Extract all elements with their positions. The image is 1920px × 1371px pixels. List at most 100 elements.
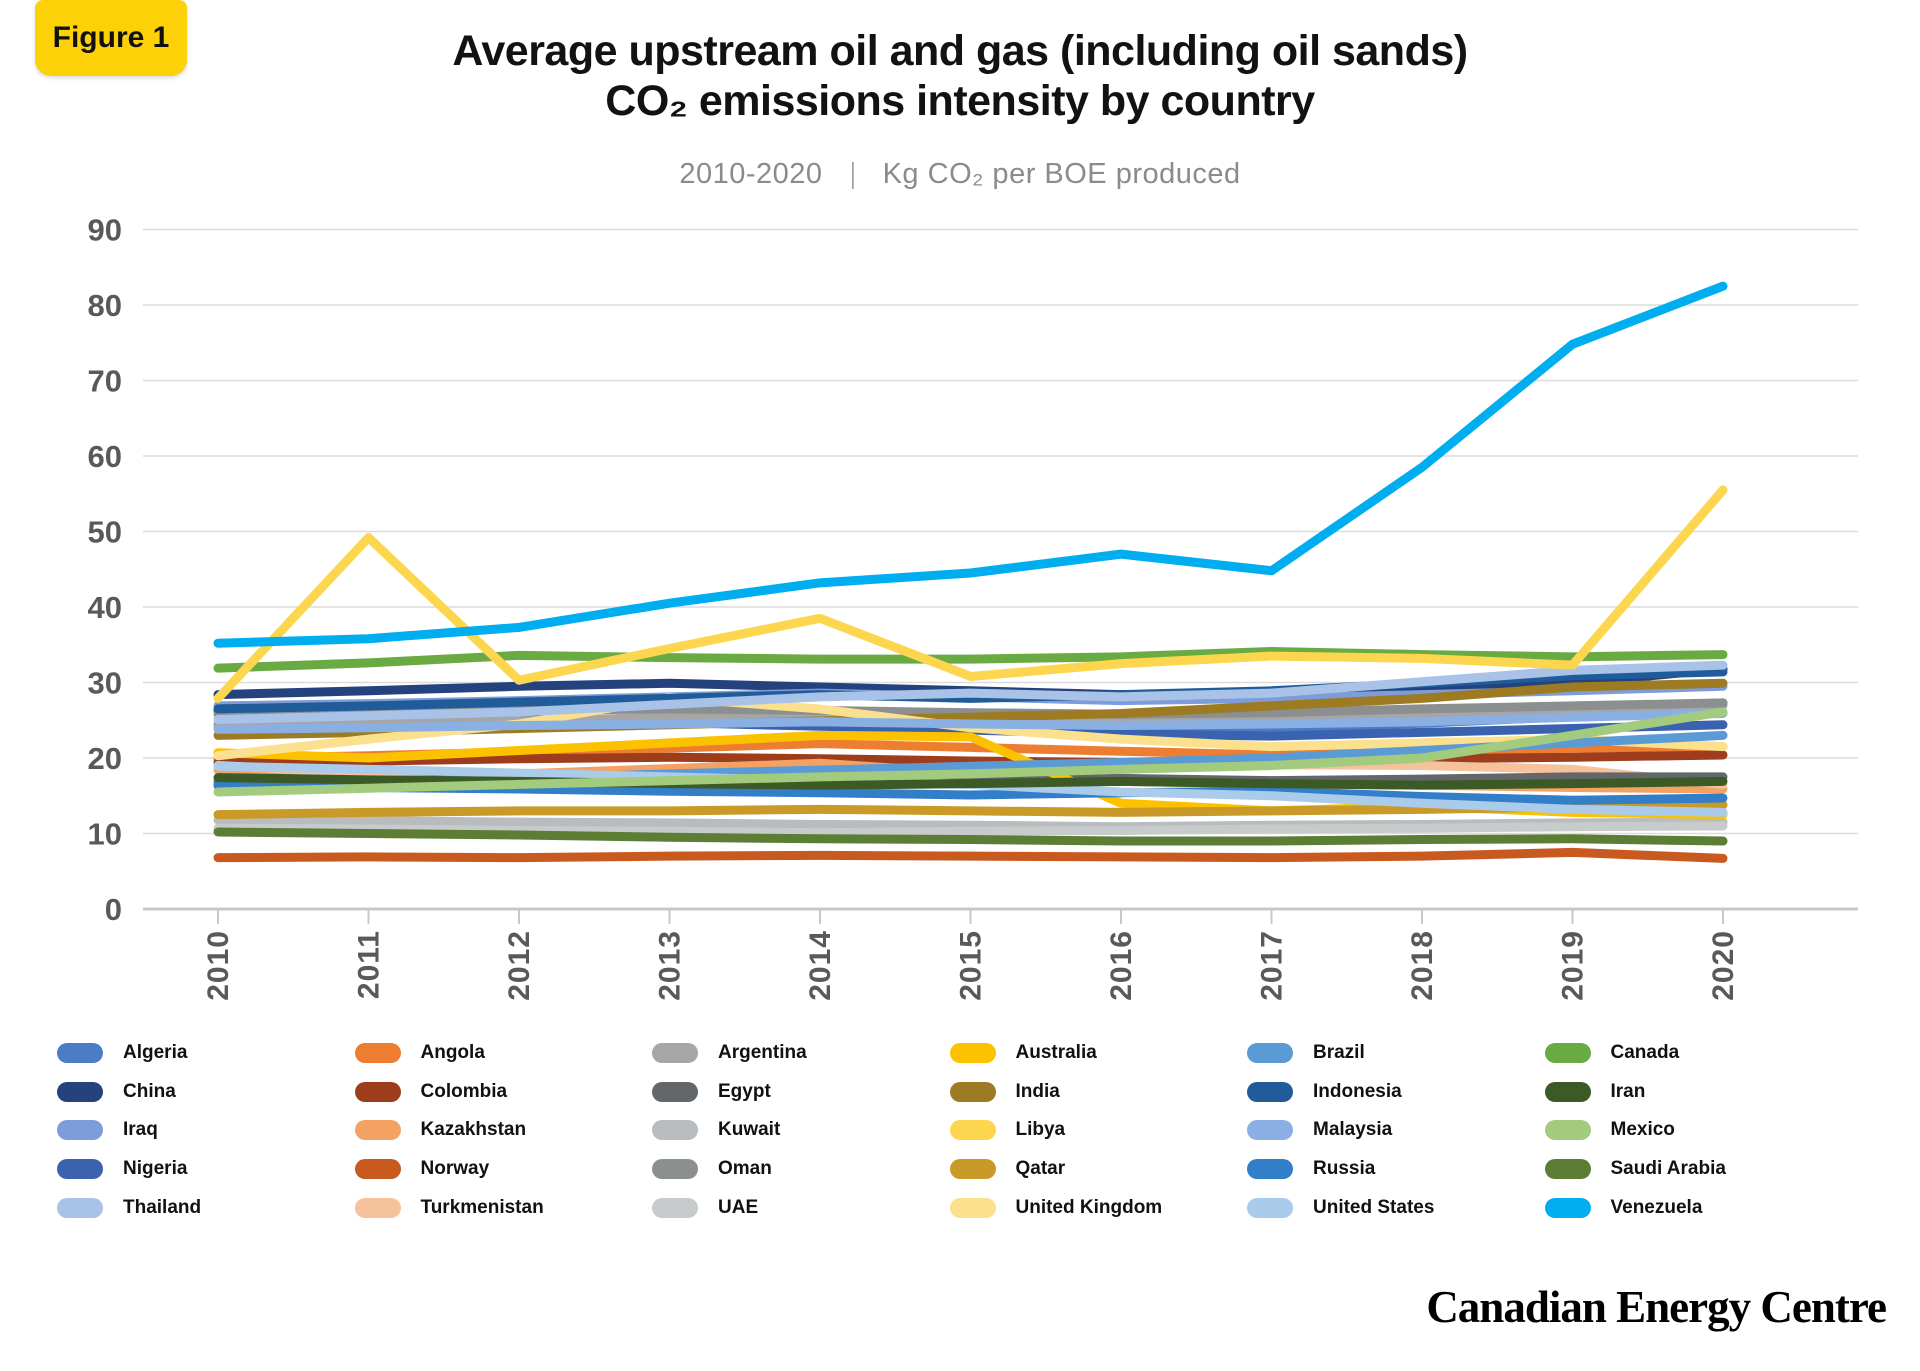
legend-swatch bbox=[57, 1120, 103, 1141]
legend-item: Iraq bbox=[57, 1119, 355, 1141]
legend-swatch bbox=[1247, 1197, 1293, 1218]
series-line-norway bbox=[213, 847, 1728, 863]
series-line-libya bbox=[213, 485, 1728, 703]
legend-item: Colombia bbox=[354, 1080, 653, 1103]
chart-header: Average upstream oil and gas (including … bbox=[0, 26, 1920, 126]
legend-item: Thailand bbox=[57, 1197, 355, 1219]
legend-item: Brazil bbox=[1247, 1042, 1545, 1064]
figure-badge: Figure 1 bbox=[35, 0, 187, 76]
series-line-thailand bbox=[213, 660, 1728, 724]
legend-label: United States bbox=[1313, 1196, 1435, 1218]
legend-swatch bbox=[57, 1081, 103, 1102]
series-line-mexico bbox=[213, 707, 1728, 797]
legend-label: Iran bbox=[1610, 1080, 1646, 1102]
legend-swatch bbox=[1544, 1043, 1591, 1064]
legend-item: Kuwait bbox=[652, 1119, 950, 1141]
chart-subtitle: 2010-2020 | Kg CO₂ per BOE produced bbox=[0, 158, 1920, 191]
y-axis-tick-label: 30 bbox=[88, 666, 122, 701]
legend-label: Kazakhstan bbox=[420, 1119, 527, 1141]
legend-swatch bbox=[354, 1043, 401, 1064]
series-line-colombia bbox=[213, 750, 1728, 768]
series-line-saudi-arabia bbox=[213, 827, 1728, 846]
legend-label: Iraq bbox=[123, 1119, 158, 1141]
legend-label: Argentina bbox=[718, 1042, 807, 1064]
legend-item: United States bbox=[1247, 1197, 1545, 1219]
legend-label: Oman bbox=[718, 1158, 772, 1180]
legend-swatch bbox=[57, 1159, 103, 1180]
legend-label: Malaysia bbox=[1313, 1119, 1393, 1141]
line-chart-plot-area: 0 10 20 30 40 50 60 70 80 90 2010 2011 2012 2013 2014 2… bbox=[88, 213, 1858, 1001]
legend-swatch bbox=[1544, 1197, 1591, 1218]
legend-swatch bbox=[949, 1159, 996, 1180]
legend-swatch bbox=[1544, 1120, 1591, 1141]
legend-item: United Kingdom bbox=[949, 1197, 1248, 1219]
chart-title-line1: Average upstream oil and gas (including … bbox=[452, 27, 1468, 75]
x-axis-tick-label: 2018 bbox=[1406, 930, 1439, 1001]
legend-item: Nigeria bbox=[57, 1158, 355, 1180]
legend-swatch bbox=[1247, 1159, 1293, 1180]
legend-swatch bbox=[1247, 1043, 1293, 1064]
x-axis-tick-label: 2020 bbox=[1707, 930, 1740, 1001]
legend-swatch bbox=[354, 1081, 401, 1102]
x-axis-tick-label: 2019 bbox=[1557, 930, 1590, 1001]
legend-item: UAE bbox=[652, 1197, 950, 1219]
legend-item: Egypt bbox=[652, 1081, 950, 1103]
legend-swatch bbox=[652, 1159, 698, 1180]
series-line-canada bbox=[213, 647, 1728, 673]
legend-item: Turkmenistan bbox=[354, 1196, 653, 1219]
y-axis-tick-label: 50 bbox=[88, 515, 122, 550]
legend-item: Saudi Arabia bbox=[1544, 1158, 1843, 1180]
legend-label: Turkmenistan bbox=[420, 1196, 544, 1218]
subtitle-units: Kg CO₂ per BOE produced bbox=[882, 158, 1241, 190]
legend-label: Brazil bbox=[1313, 1042, 1365, 1064]
legend-item: Malaysia bbox=[1247, 1119, 1545, 1141]
y-axis-tick-label: 90 bbox=[88, 213, 122, 248]
legend-label: Colombia bbox=[420, 1080, 508, 1102]
legend-label: Libya bbox=[1015, 1119, 1066, 1141]
legend-label: Venezuela bbox=[1610, 1196, 1703, 1218]
legend-item: Russia bbox=[1247, 1158, 1545, 1180]
legend-swatch bbox=[57, 1043, 103, 1064]
y-axis-tick-label: 70 bbox=[88, 364, 122, 399]
legend-swatch bbox=[949, 1043, 996, 1064]
legend-swatch bbox=[1544, 1081, 1591, 1102]
y-axis-tick-label: 40 bbox=[88, 590, 122, 625]
legend-item: India bbox=[949, 1081, 1248, 1103]
legend-label: Saudi Arabia bbox=[1610, 1158, 1726, 1180]
brand-logo-text: Canadian Energy Centre bbox=[1426, 1282, 1887, 1332]
legend-item: Mexico bbox=[1544, 1119, 1843, 1141]
data-series-lines bbox=[213, 281, 1728, 863]
legend-label: China bbox=[123, 1080, 176, 1102]
legend-item: Venezuela bbox=[1544, 1196, 1843, 1219]
legend-item: Australia bbox=[949, 1042, 1248, 1064]
legend-item: China bbox=[57, 1081, 355, 1103]
legend-item: Angola bbox=[354, 1042, 653, 1064]
legend-label: Egypt bbox=[718, 1080, 771, 1102]
legend-swatch bbox=[1544, 1159, 1591, 1180]
legend-item: Libya bbox=[949, 1119, 1248, 1141]
legend-swatch bbox=[652, 1197, 698, 1218]
legend-label: Australia bbox=[1015, 1042, 1097, 1064]
legend-item: Oman bbox=[652, 1158, 950, 1180]
series-line-iran bbox=[213, 773, 1728, 790]
legend-swatch bbox=[949, 1081, 996, 1102]
x-axis-tick-label: 2013 bbox=[654, 930, 687, 1001]
legend-item: Norway bbox=[354, 1158, 653, 1180]
y-axis-tick-label: 0 bbox=[105, 892, 122, 927]
legend-label: Russia bbox=[1313, 1158, 1376, 1180]
legend-label: Norway bbox=[420, 1158, 490, 1180]
legend-label: Algeria bbox=[123, 1042, 188, 1064]
legend-label: Angola bbox=[420, 1042, 485, 1064]
legend-label: Indonesia bbox=[1313, 1080, 1402, 1102]
legend-item: Argentina bbox=[652, 1042, 950, 1064]
legend-item: Kazakhstan bbox=[354, 1119, 653, 1141]
y-axis-tick-label: 60 bbox=[88, 439, 122, 474]
legend-swatch bbox=[354, 1120, 401, 1141]
legend-swatch bbox=[1247, 1120, 1293, 1141]
legend-label: Thailand bbox=[123, 1196, 202, 1218]
series-line-uae bbox=[213, 821, 1728, 838]
axis-tick-labels: 0 10 20 30 40 50 60 70 80 90 2010 2011 2012 2013 2014 2… bbox=[88, 213, 1740, 1001]
legend-item: Qatar bbox=[949, 1158, 1248, 1180]
legend-item: Indonesia bbox=[1247, 1081, 1545, 1103]
legend-item: Canada bbox=[1544, 1042, 1843, 1064]
